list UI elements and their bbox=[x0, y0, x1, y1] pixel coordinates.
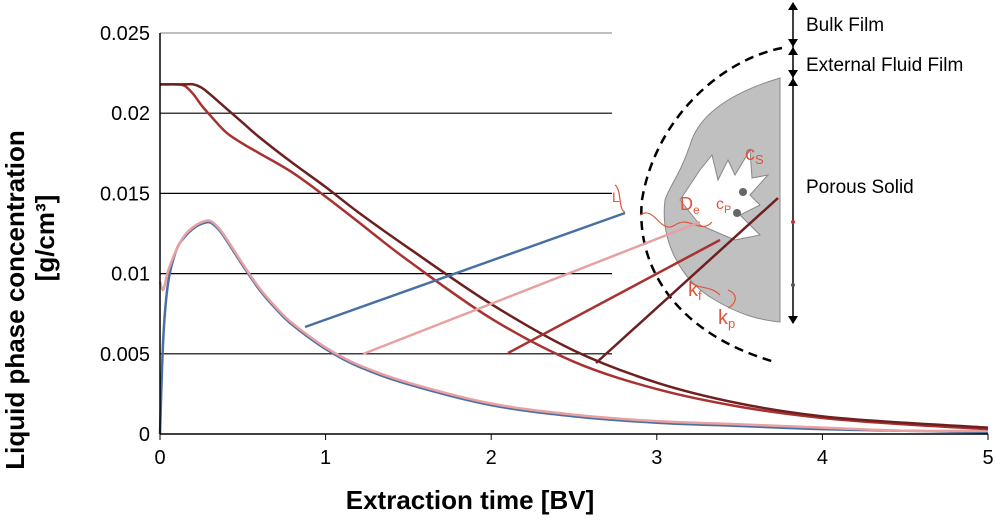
x-tick-label: 5 bbox=[982, 447, 993, 469]
series-line-1 bbox=[158, 220, 989, 435]
y-tick-label: 0.005 bbox=[100, 344, 150, 366]
L-bracket bbox=[614, 184, 626, 213]
dimension-marker bbox=[791, 220, 795, 224]
arrow-up-icon bbox=[788, 2, 798, 10]
sym-L: L bbox=[612, 189, 620, 205]
arrow-down-icon bbox=[788, 316, 798, 324]
label-bulk-film: Bulk Film bbox=[806, 15, 884, 36]
x-tick-label: 1 bbox=[320, 447, 331, 469]
y-axis-label-line1: Liquid phase concentration bbox=[0, 130, 30, 469]
kf-bracket bbox=[689, 281, 721, 296]
y-axis-label-line2: [g/cm³] bbox=[30, 195, 60, 282]
x-axis-label: Extraction time [BV] bbox=[346, 485, 595, 515]
series-line-4 bbox=[159, 82, 989, 429]
sym-De: De bbox=[680, 194, 700, 217]
x-tick-label: 0 bbox=[154, 447, 165, 469]
x-tick-label: 4 bbox=[817, 447, 828, 469]
x-tick-label: 2 bbox=[486, 447, 497, 469]
x-tick-label: 3 bbox=[651, 447, 662, 469]
series-line-3 bbox=[159, 82, 989, 431]
sym-cs: cS bbox=[745, 143, 764, 167]
diffusion-path bbox=[639, 212, 713, 228]
y-tick-label: 0.01 bbox=[111, 264, 150, 286]
arrow-down-icon bbox=[788, 70, 798, 78]
label-porous-solid: Porous Solid bbox=[806, 177, 914, 198]
connector-blue bbox=[304, 211, 626, 329]
arrow-down-icon bbox=[788, 39, 798, 47]
film-boundary-dashed bbox=[640, 46, 783, 364]
particle-dot bbox=[733, 209, 741, 217]
particle-diagram: L cS De cP kf kp Bulk Film External Flui… bbox=[304, 2, 963, 364]
dimension-marker bbox=[791, 283, 795, 287]
y-tick-label: 0.02 bbox=[111, 103, 150, 125]
x-tick-labels: 0 1 2 3 4 5 bbox=[154, 434, 994, 469]
grid-lines bbox=[160, 32, 612, 355]
connector-red bbox=[507, 238, 721, 355]
pore-shape bbox=[679, 148, 770, 241]
sym-cp: cP bbox=[716, 196, 731, 216]
y-tick-labels: 0 0.005 0.01 0.015 0.02 0.025 bbox=[100, 23, 150, 446]
arrow-up-icon bbox=[788, 47, 798, 55]
sym-kf: kf bbox=[688, 279, 702, 303]
label-external-fluid-film: External Fluid Film bbox=[806, 55, 963, 76]
y-tick-label: 0.015 bbox=[100, 183, 150, 205]
y-tick-label: 0 bbox=[139, 424, 150, 446]
arrow-up-icon bbox=[788, 78, 798, 86]
y-tick-label: 0.025 bbox=[100, 23, 150, 45]
sym-kp: kp bbox=[718, 307, 735, 331]
kp-bracket bbox=[727, 289, 736, 309]
particle-dot bbox=[739, 188, 747, 196]
connector-pink bbox=[362, 220, 701, 356]
connector-darkred bbox=[595, 197, 779, 364]
series-line-2 bbox=[158, 219, 989, 433]
series-group bbox=[158, 82, 989, 435]
